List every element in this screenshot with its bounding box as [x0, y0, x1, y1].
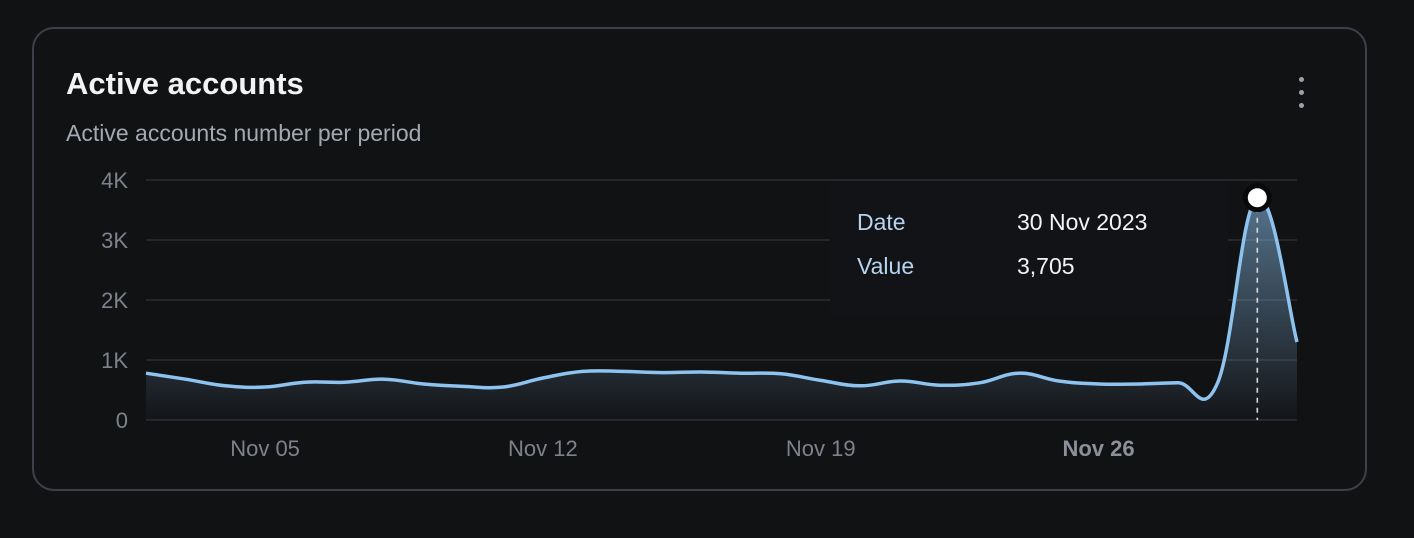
dot [1298, 89, 1304, 95]
y-tick-label: 4K [101, 168, 128, 193]
y-tick-label: 2K [101, 288, 128, 313]
x-tick-label: Nov 19 [786, 436, 856, 461]
highlighted-point[interactable] [1242, 183, 1272, 213]
tooltip-value-value: 3,705 [1017, 253, 1075, 279]
tooltip: Date 30 Nov 2023 Value 3,705 [830, 181, 1228, 316]
series-line [145, 195, 1299, 401]
x-tick-label: Nov 12 [508, 436, 578, 461]
x-tick-label: Nov 05 [230, 436, 300, 461]
x-tick-label: Nov 26 [1062, 436, 1134, 461]
series-area [146, 197, 1297, 420]
y-tick-label: 0 [116, 408, 128, 433]
tooltip-date-value: 30 Nov 2023 [1017, 209, 1148, 235]
y-tick-label: 3K [101, 228, 128, 253]
tooltip-value-label: Value [857, 253, 915, 279]
card-subtitle: Active accounts number per period [66, 120, 422, 146]
y-tick-label: 1K [101, 348, 128, 373]
card-title: Active accounts [66, 66, 304, 101]
vertical-dots-icon[interactable] [1285, 72, 1317, 112]
dot [1298, 76, 1304, 82]
dot [1298, 102, 1304, 108]
tooltip-date-label: Date [857, 209, 906, 235]
